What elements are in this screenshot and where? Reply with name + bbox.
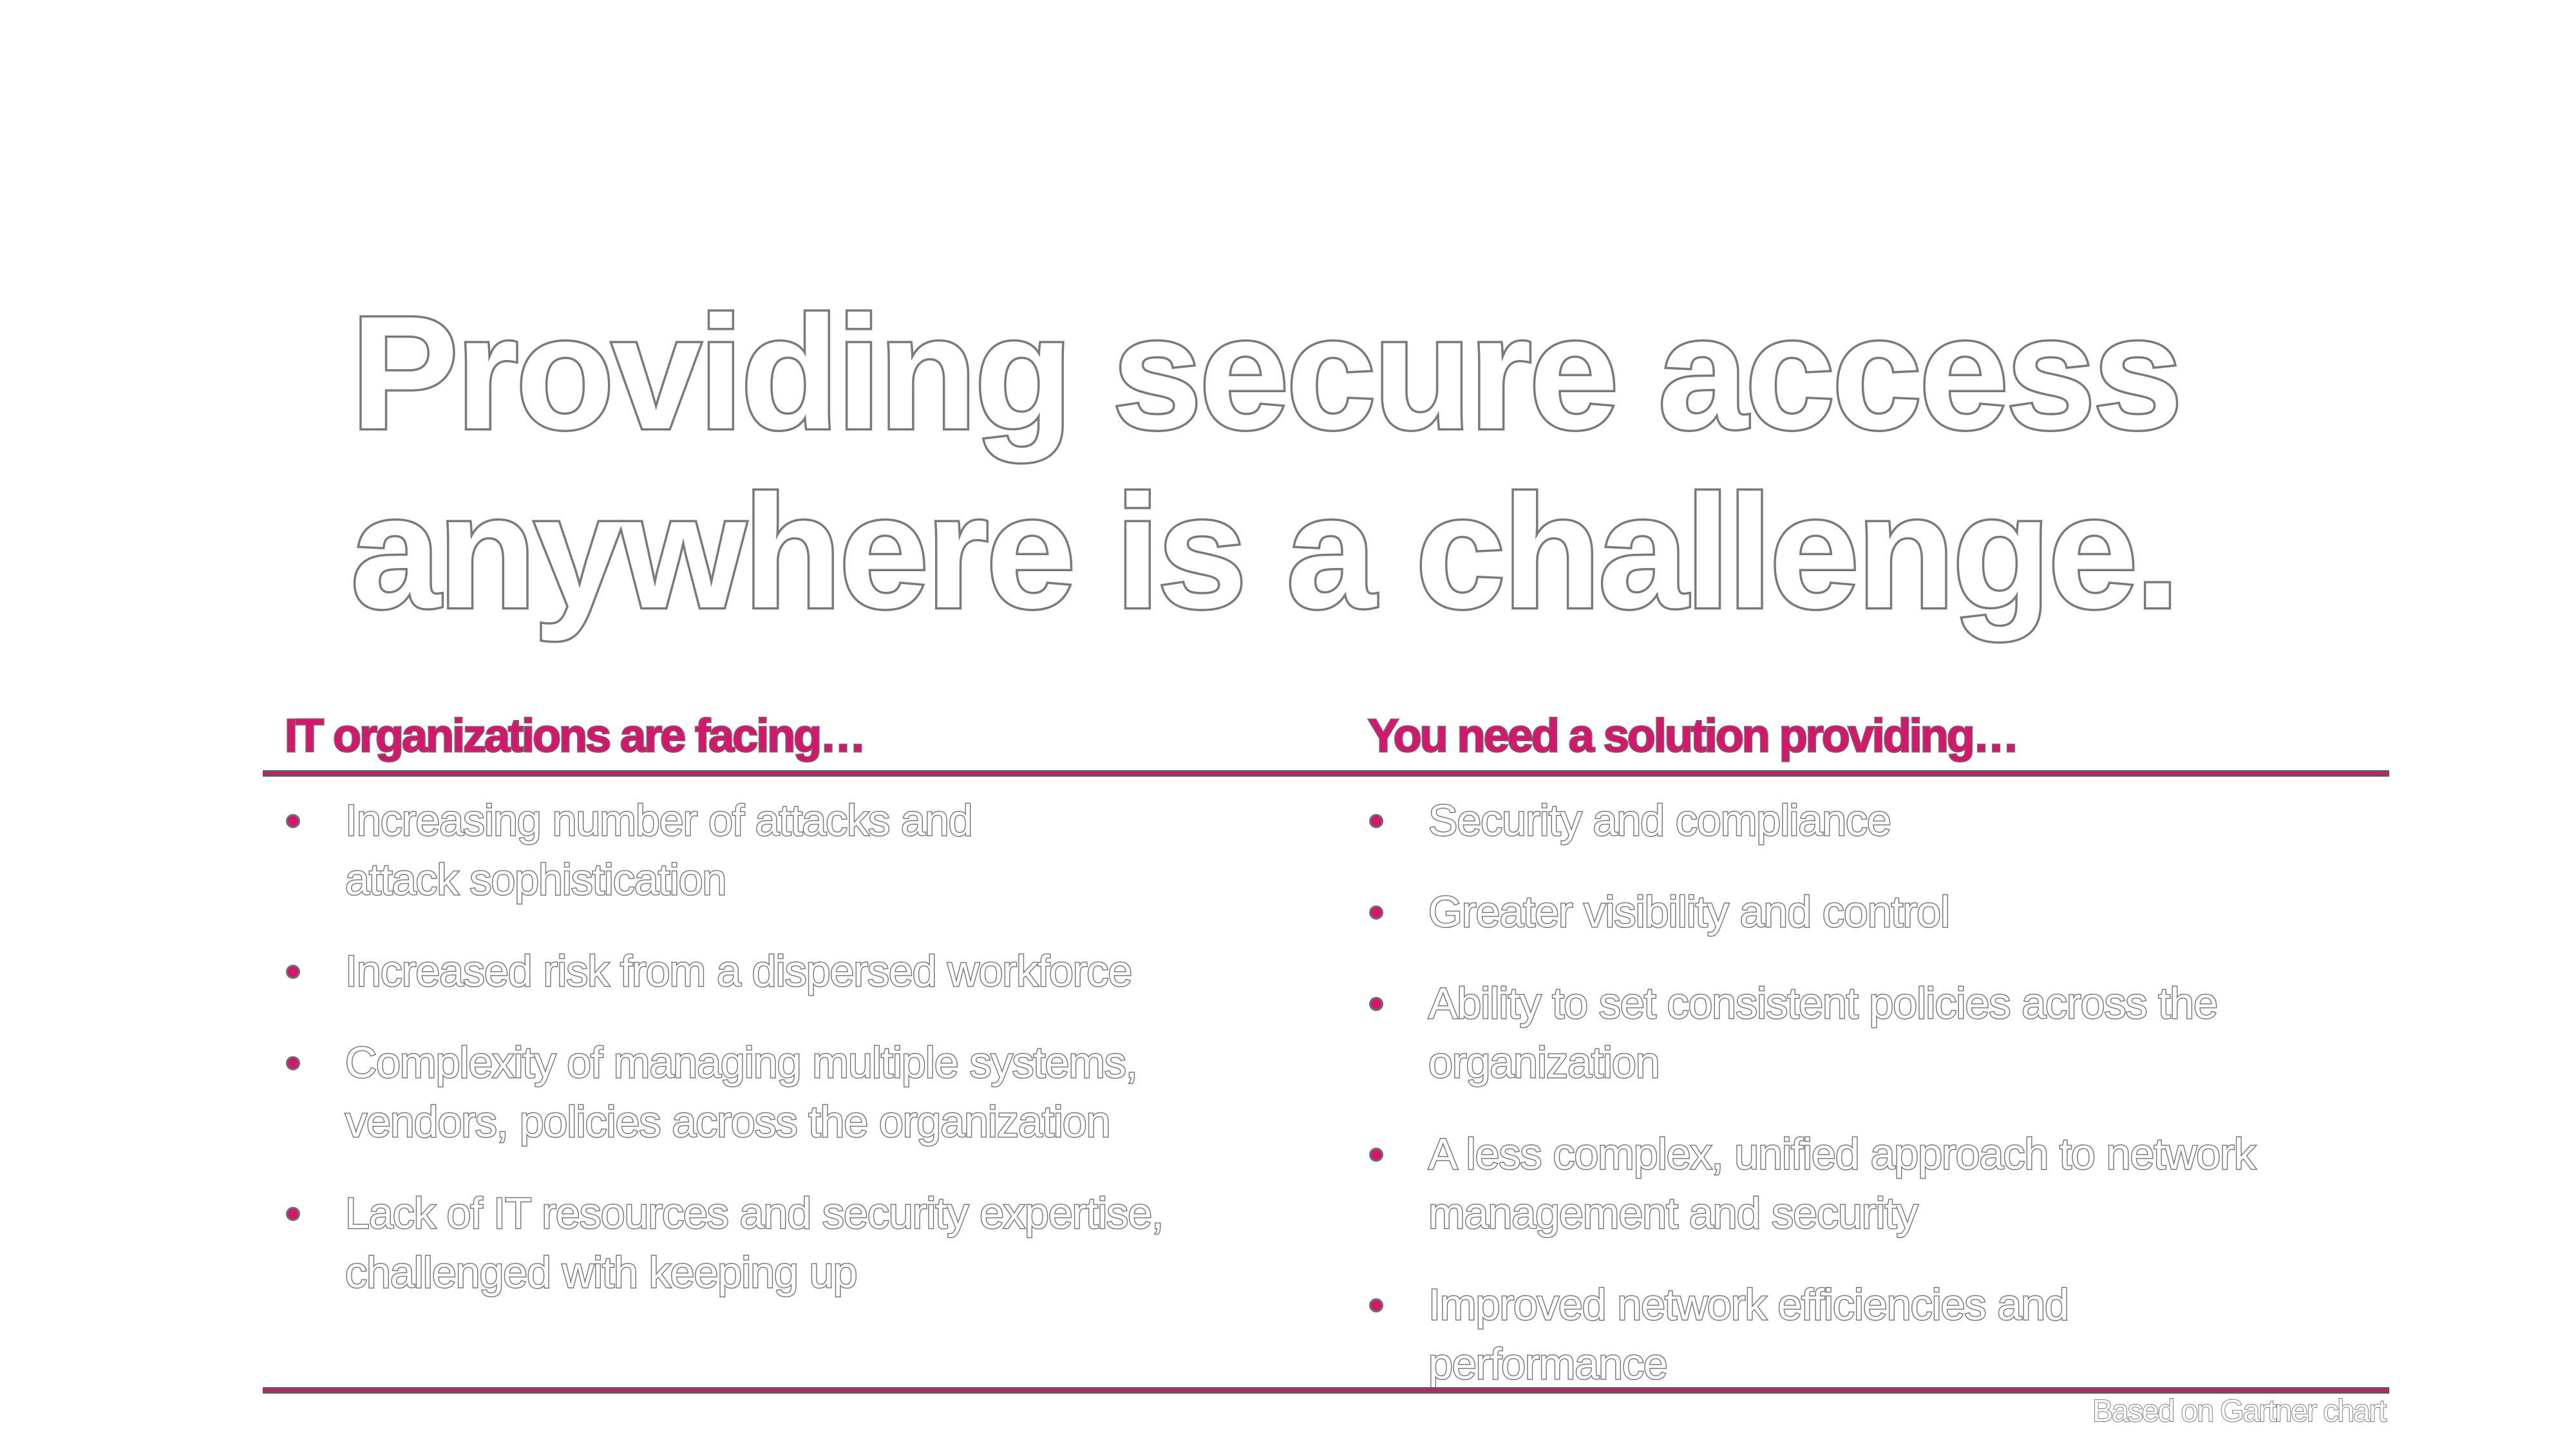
list-item: Lack of IT resources and security expert… bbox=[283, 1184, 1378, 1302]
bullet-dot-icon bbox=[1369, 814, 1383, 828]
right-column-heading: You need a solution providing… bbox=[1367, 710, 2021, 763]
list-item-line: challenged with keeping up bbox=[345, 1247, 858, 1298]
bullet-dot-icon bbox=[1369, 1298, 1383, 1312]
left-column-heading: IT organizations are facing… bbox=[283, 710, 867, 763]
left-bullet-list: Increasing number of attacks and attack … bbox=[283, 791, 1378, 1334]
list-item: Complexity of managing multiple systems,… bbox=[283, 1033, 1378, 1151]
list-item-text: Greater visibility and control bbox=[1428, 882, 2423, 942]
list-item-line: performance bbox=[1428, 1339, 1669, 1390]
list-item-line: Security and compliance bbox=[1428, 795, 1893, 846]
list-item-line: vendors, policies across the organizatio… bbox=[345, 1097, 1112, 1148]
bullet-dot-icon bbox=[1369, 905, 1383, 920]
list-item-line: attack sophistication bbox=[345, 855, 728, 905]
list-item-text: Ability to set consistent policies acros… bbox=[1428, 974, 2423, 1092]
list-item: A less complex, unified approach to netw… bbox=[1367, 1124, 2423, 1243]
list-item-line: A less complex, unified approach to netw… bbox=[1428, 1129, 2257, 1180]
bullet-dot-icon bbox=[286, 814, 300, 828]
list-item-text: Security and compliance bbox=[1428, 791, 2423, 850]
list-item: Increasing number of attacks and attack … bbox=[283, 791, 1378, 909]
slide-title-line-2: anywhere is a challenge. bbox=[349, 460, 2183, 643]
list-item-line: Increased risk from a dispersed workforc… bbox=[345, 946, 1133, 997]
list-item-line: Complexity of managing multiple systems, bbox=[345, 1037, 1139, 1088]
list-item: Greater visibility and control bbox=[1367, 882, 2423, 942]
bullet-dot-icon bbox=[286, 1207, 300, 1221]
list-item-text: Increasing number of attacks and attack … bbox=[345, 791, 1378, 909]
list-item-line: Lack of IT resources and security expert… bbox=[345, 1188, 1165, 1239]
list-item-text: Lack of IT resources and security expert… bbox=[345, 1184, 1378, 1302]
list-item-line: Ability to set consistent policies acros… bbox=[1428, 978, 2219, 1029]
list-item: Increased risk from a dispersed workforc… bbox=[283, 942, 1378, 1001]
slide-title: Providing secure access anywhere is a ch… bbox=[349, 281, 2283, 643]
list-item-text: Improved network efficiencies and perfor… bbox=[1428, 1275, 2423, 1394]
list-item: Security and compliance bbox=[1367, 791, 2423, 850]
list-item: Ability to set consistent policies acros… bbox=[1367, 974, 2423, 1092]
list-item-text: Complexity of managing multiple systems,… bbox=[345, 1033, 1378, 1151]
bottom-divider bbox=[263, 1387, 2389, 1394]
bullet-dot-icon bbox=[286, 1056, 300, 1070]
list-item: Improved network efficiencies and perfor… bbox=[1367, 1275, 2423, 1394]
bullet-dot-icon bbox=[1369, 997, 1383, 1011]
bullet-dot-icon bbox=[1369, 1148, 1383, 1162]
list-item-text: A less complex, unified approach to netw… bbox=[1428, 1124, 2423, 1243]
slide-title-line-1: Providing secure access bbox=[349, 281, 2185, 464]
list-item-line: Greater visibility and control bbox=[1428, 887, 1951, 938]
list-item-line: Increasing number of attacks and bbox=[345, 795, 974, 846]
list-item-text: Increased risk from a dispersed workforc… bbox=[345, 942, 1378, 1001]
list-item-line: management and security bbox=[1428, 1188, 1919, 1239]
bullet-dot-icon bbox=[286, 965, 300, 979]
right-bullet-list: Security and compliance Greater visibili… bbox=[1367, 791, 2423, 1426]
list-item-line: Improved network efficiencies and bbox=[1428, 1280, 2070, 1331]
source-footnote: Based on Gartner chart bbox=[2092, 1394, 2387, 1429]
top-divider bbox=[263, 770, 2389, 777]
list-item-line: organization bbox=[1428, 1037, 1661, 1088]
